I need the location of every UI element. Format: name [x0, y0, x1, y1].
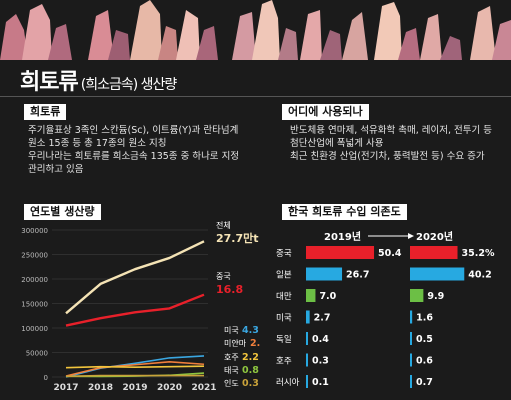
bar-2020-value: 0.7	[416, 377, 433, 388]
title-divider	[0, 96, 511, 97]
x-tick-label: 2017	[53, 383, 78, 393]
line-chart-title: 연도별 생산량	[24, 204, 101, 220]
india-series-line	[65, 374, 204, 378]
myanmar-end-label: 2.6	[250, 338, 260, 349]
rare-earth-line: 우리나라는 희토류를 희소금속 135종 중 하나로 지정	[28, 151, 240, 162]
myanmar-series-name: 미얀마	[224, 338, 247, 348]
thailand-end-label: 0.8	[242, 365, 259, 376]
bar-2019-value: 50.4	[378, 248, 402, 259]
country-label: 미국	[276, 314, 292, 324]
bar-2020-value: 35.2%	[462, 248, 495, 259]
bar-2019	[306, 267, 343, 281]
bar-2020-value: 0.5	[416, 334, 433, 345]
usage-line: 최근 친환경 산업(전기차, 풍력발전 등) 수요 증가	[290, 151, 485, 162]
bar-2020	[410, 375, 412, 388]
australia-series-name: 호주	[224, 353, 239, 362]
bar-2019	[306, 375, 308, 388]
bar-2019	[306, 310, 310, 324]
country-label: 대만	[276, 292, 292, 302]
india-end-label: 0.3	[242, 378, 259, 389]
bar-2020	[410, 246, 458, 259]
bar-2019-value: 0.4	[312, 334, 329, 345]
crystal-decoration	[0, 0, 511, 60]
y-tick-label: 150000	[21, 301, 48, 309]
usa-end-label: 4.3	[242, 325, 259, 336]
rare-earth-description: 주기율표상 3족인 스칸듐(Sc), 이트륨(Y)과 란타넘계 원소 15종 등…	[28, 124, 239, 176]
country-label: 러시아	[276, 377, 300, 388]
bar-chart-title: 한국 희토류 수입 의존도	[282, 204, 407, 220]
bar-2019	[306, 353, 308, 367]
year-label-2020: 2020년	[416, 230, 453, 243]
bar-2019-value: 0.3	[312, 356, 329, 367]
y-tick-label: 300000	[21, 227, 48, 235]
china-series-line	[65, 293, 205, 327]
china-end-label: 16.8	[216, 283, 243, 296]
rare-earth-line: 원소 15종 등 총 17종의 원소 지칭	[28, 138, 167, 149]
bar-2019-value: 26.7	[346, 270, 369, 281]
y-tick-label: 250000	[21, 252, 48, 260]
usage-line: 반도체용 연마제, 석유화학 촉매, 레이저, 전투기 등	[290, 125, 492, 136]
x-tick-label: 2021	[191, 383, 216, 393]
rare-earth-line: 관리하고 있음	[28, 164, 84, 175]
y-tick-label: 200000	[21, 276, 48, 284]
bar-2019-value: 2.7	[314, 313, 331, 324]
australia-end-label: 2.2	[242, 352, 259, 363]
usage-label: 어디에 사용되나	[282, 104, 369, 120]
usage-line: 첨단산업에 폭넓게 사용	[290, 138, 384, 149]
bar-2020	[410, 332, 412, 345]
bar-2020-value: 0.6	[416, 356, 433, 367]
x-tick-label: 2020	[157, 383, 182, 393]
country-label: 중국	[276, 249, 292, 259]
year-arrow-head	[408, 233, 414, 239]
y-tick-label: 0	[44, 374, 48, 382]
page-title: 희토류 (희소금속) 생산량	[20, 70, 177, 95]
bar-2019	[306, 332, 308, 345]
usa-series-name: 미국	[224, 326, 239, 335]
y-tick-label: 50000	[26, 350, 48, 358]
bar-2019	[306, 289, 316, 302]
bar-2019	[306, 246, 375, 259]
rare-earth-line: 주기율표상 3족인 스칸듐(Sc), 이트륨(Y)과 란타넘계	[28, 125, 239, 136]
country-label: 일본	[276, 271, 292, 281]
china-series-name: 중국	[216, 272, 231, 281]
year-label-2019: 2019년	[324, 230, 361, 243]
usage-description: 반도체용 연마제, 석유화학 촉매, 레이저, 전투기 등 첨단산업에 폭넓게 …	[290, 124, 492, 163]
x-tick-label: 2019	[122, 383, 147, 393]
y-tick-label: 100000	[21, 325, 48, 333]
australia-series-line	[65, 365, 205, 369]
bar-2020	[410, 353, 412, 367]
bar-2020-value: 9.9	[427, 291, 444, 302]
bar-2020	[410, 289, 424, 302]
bar-2020	[410, 267, 465, 281]
thailand-series-name: 태국	[224, 366, 239, 375]
total-end-label: 27.7만t	[216, 231, 259, 245]
rare-earth-label: 희토류	[24, 104, 67, 120]
bar-2020	[410, 310, 413, 324]
x-tick-label: 2018	[88, 383, 113, 393]
country-label: 독일	[276, 335, 292, 345]
bar-2020-value: 1.6	[416, 313, 433, 324]
bar-2019-value: 7.0	[319, 291, 336, 302]
bar-2020-value: 40.2	[468, 270, 491, 281]
production-line-chart: 0 50000 100000 150000 200000 250000 300000 2017…	[21, 220, 260, 393]
total-series-name: 전체	[216, 220, 231, 230]
india-series-name: 인도	[224, 378, 239, 388]
country-label: 호주	[276, 357, 292, 367]
bar-2019-value: 0.1	[312, 377, 329, 388]
